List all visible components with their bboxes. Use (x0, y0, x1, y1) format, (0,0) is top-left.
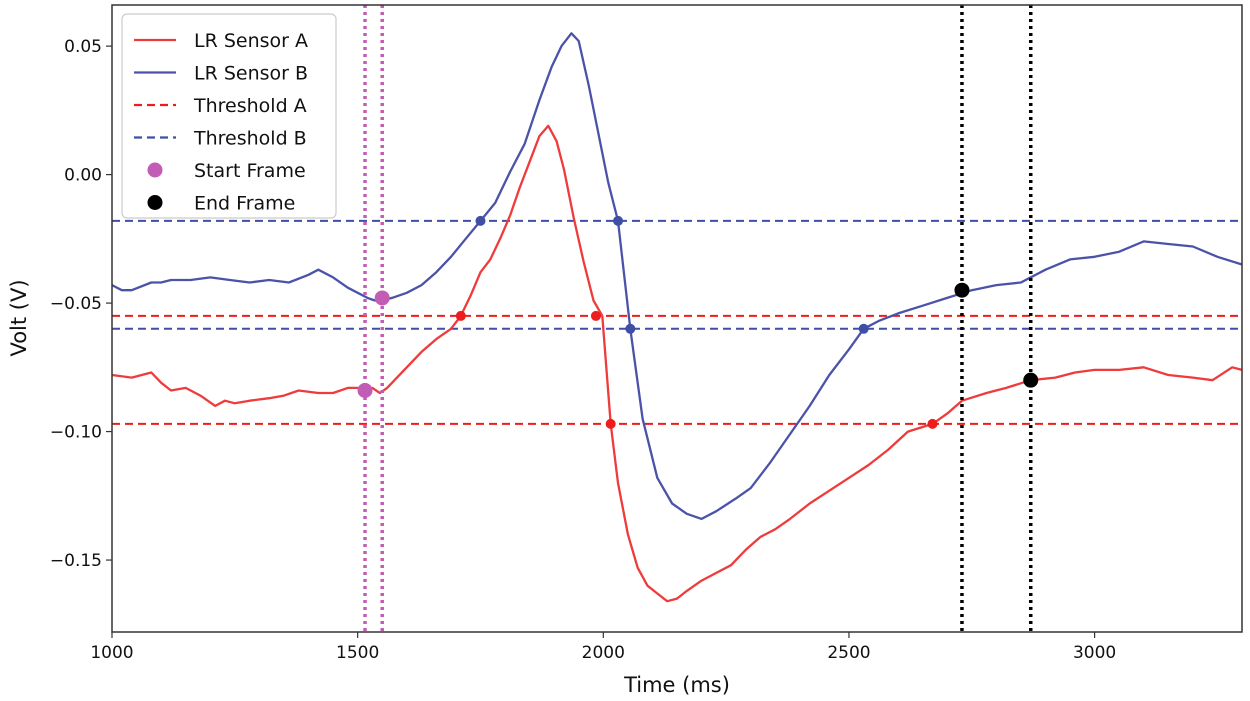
legend-label-1: LR Sensor B (194, 63, 308, 85)
legend-entries: LR Sensor A LR Sensor B Threshold A Thresho… (134, 30, 308, 215)
series-line-lr-sensor-a (111, 124, 1243, 603)
legend-label-0: LR Sensor A (194, 30, 308, 52)
legend-swatch-4 (147, 162, 163, 178)
crossing-point-5 (613, 215, 624, 226)
end-frame-point-0 (954, 282, 970, 298)
y-tick-label-0: 0.05 (64, 37, 102, 57)
crossing-point-3 (927, 418, 938, 429)
y-axis-label: Volt (V) (7, 279, 31, 356)
y-axis-ticks: 0.05 0.00 −0.05 −0.10 −0.15 (50, 37, 112, 571)
crossing-point-4 (475, 215, 486, 226)
y-tick-label-2: −0.05 (50, 294, 102, 314)
legend-swatch-5 (147, 195, 163, 210)
plot-frame (111, 4, 1243, 633)
y-tick-label-1: 0.00 (64, 166, 102, 186)
crossing-points (357, 215, 1039, 429)
legend-box (121, 13, 337, 219)
x-tick-label-1: 1500 (336, 643, 379, 663)
crossing-point-1 (590, 310, 601, 321)
x-axis-ticks: 1000 1500 2000 2500 3000 (90, 632, 1116, 663)
end-frame-point-1 (1023, 372, 1039, 388)
legend: LR Sensor A LR Sensor B Threshold A Thresho… (121, 13, 337, 219)
legend-label-4: Start Frame (194, 160, 306, 182)
legend-label-5: End Frame (194, 193, 295, 215)
x-tick-label-3: 2500 (827, 643, 870, 663)
start-frame-point-1 (374, 290, 390, 306)
crossing-point-2 (605, 418, 616, 429)
crossing-point-7 (858, 323, 869, 334)
x-axis-label: Time (ms) (623, 673, 730, 697)
legend-label-3: Threshold B (193, 128, 307, 150)
legend-label-2: Threshold A (193, 95, 307, 117)
threshold-lines (112, 219, 1242, 425)
y-tick-label-3: −0.10 (50, 423, 102, 443)
x-tick-label-0: 1000 (90, 643, 133, 663)
crossing-point-0 (455, 310, 466, 321)
crossing-point-6 (625, 323, 636, 334)
x-tick-label-4: 3000 (1073, 643, 1116, 663)
y-tick-label-4: −0.15 (50, 551, 102, 571)
start-frame-point-0 (357, 382, 373, 398)
x-tick-label-2: 2000 (582, 643, 625, 663)
